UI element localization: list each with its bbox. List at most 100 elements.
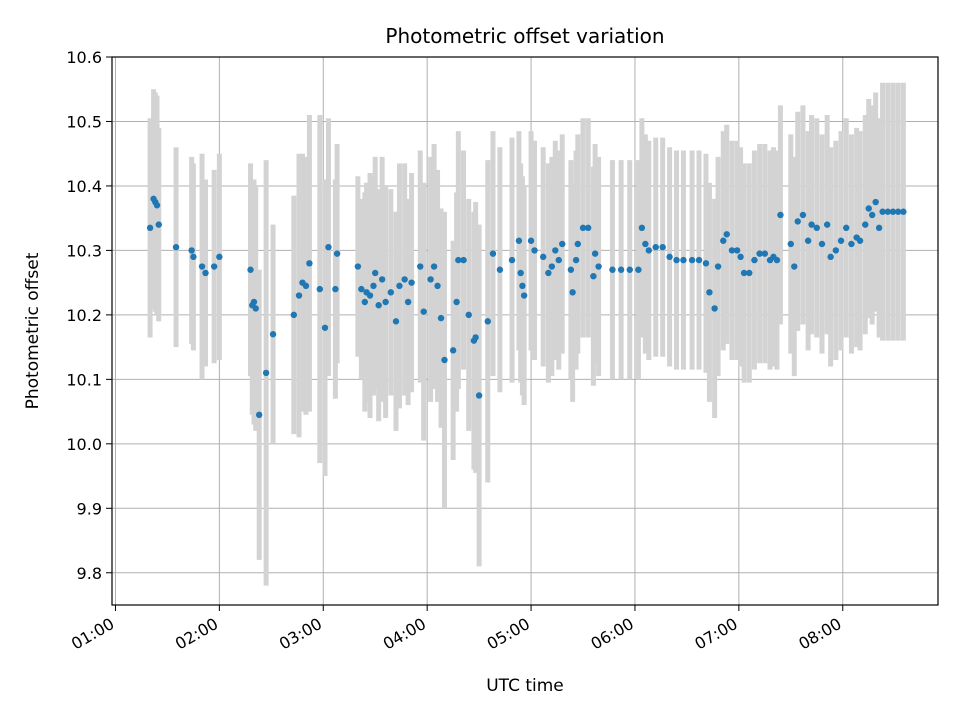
data-point (572, 256, 580, 264)
data-point (475, 392, 483, 399)
data-point (673, 256, 680, 264)
data-point (216, 253, 223, 261)
data-point (818, 240, 826, 248)
data-point (198, 263, 206, 270)
data-point (430, 263, 438, 270)
data-point (823, 221, 831, 228)
data-point (856, 237, 864, 244)
y-tick-label: 9.9 (77, 499, 102, 518)
data-point (579, 224, 587, 232)
data-point (172, 243, 180, 251)
data-point (567, 266, 575, 273)
data-point (484, 318, 491, 325)
data-point (552, 247, 559, 254)
data-point (465, 311, 472, 319)
data-point (688, 256, 696, 264)
y-tick-label: 10.5 (66, 112, 102, 131)
data-point (695, 256, 703, 264)
data-point (720, 237, 727, 244)
data-point (188, 247, 195, 254)
y-axis-label: Photometric offset (23, 252, 43, 409)
data-point (539, 253, 547, 261)
x-tick-label: 07:00 (691, 614, 740, 654)
data-point (316, 285, 323, 293)
data-point (146, 224, 154, 232)
data-point (508, 256, 516, 264)
data-point (862, 221, 869, 228)
data-point (714, 263, 722, 270)
data-point (837, 237, 845, 244)
data-point (545, 269, 552, 277)
data-point (358, 285, 365, 293)
data-point (746, 269, 753, 277)
data-point (332, 285, 339, 293)
data-point (441, 356, 448, 364)
data-point (496, 266, 504, 273)
data-point (531, 247, 538, 254)
data-point (210, 263, 218, 270)
y-tick-label: 9.8 (77, 564, 102, 583)
data-point (787, 240, 795, 248)
data-point (295, 292, 303, 299)
data-point (489, 250, 497, 257)
data-point (680, 256, 687, 264)
x-tick-label: 01:00 (68, 614, 117, 654)
data-point (595, 263, 602, 270)
data-point (868, 211, 876, 219)
data-point (794, 218, 801, 225)
data-point (702, 260, 710, 267)
y-tick-label: 10.1 (66, 370, 102, 389)
data-point (569, 289, 576, 296)
data-point (761, 250, 769, 257)
data-point (427, 276, 434, 283)
data-point (375, 302, 382, 309)
data-point (519, 282, 526, 290)
data-point (190, 253, 197, 261)
x-tick-label: 05:00 (484, 614, 533, 654)
data-point (751, 256, 758, 264)
data-point (396, 282, 403, 290)
data-point (460, 256, 467, 264)
data-point (382, 298, 389, 306)
error-bars (147, 82, 906, 586)
data-point (723, 231, 730, 238)
data-point (652, 243, 659, 251)
data-point (370, 282, 377, 290)
data-point (808, 221, 815, 228)
data-point (250, 298, 258, 306)
data-point (638, 224, 646, 232)
data-point (848, 240, 855, 248)
y-tick-label: 10.4 (66, 177, 102, 196)
y-tick-label: 10.6 (66, 48, 102, 67)
data-point (791, 263, 798, 270)
data-point (153, 202, 161, 209)
chart-title: Photometric offset variation (385, 24, 664, 48)
data-point (645, 247, 653, 254)
data-point (361, 298, 369, 306)
data-point (333, 250, 341, 257)
data-point (255, 411, 263, 419)
data-point (378, 276, 386, 283)
data-points (146, 195, 907, 419)
data-point (472, 334, 479, 341)
data-point (894, 208, 902, 215)
data-point (626, 266, 633, 273)
data-point (449, 347, 457, 354)
data-point (453, 298, 460, 306)
data-point (366, 292, 374, 299)
data-point (711, 305, 718, 312)
data-point (591, 250, 599, 257)
data-point (879, 208, 886, 215)
plot-frame (111, 56, 939, 606)
data-point (872, 198, 879, 206)
data-point (372, 269, 379, 277)
x-tick-label: 04:00 (380, 614, 429, 654)
data-point (756, 250, 763, 257)
data-point (706, 289, 713, 296)
data-point (659, 243, 666, 251)
data-point (420, 308, 427, 315)
data-point (401, 276, 408, 283)
y-tick-label: 10.3 (66, 241, 102, 260)
data-point (202, 269, 209, 277)
